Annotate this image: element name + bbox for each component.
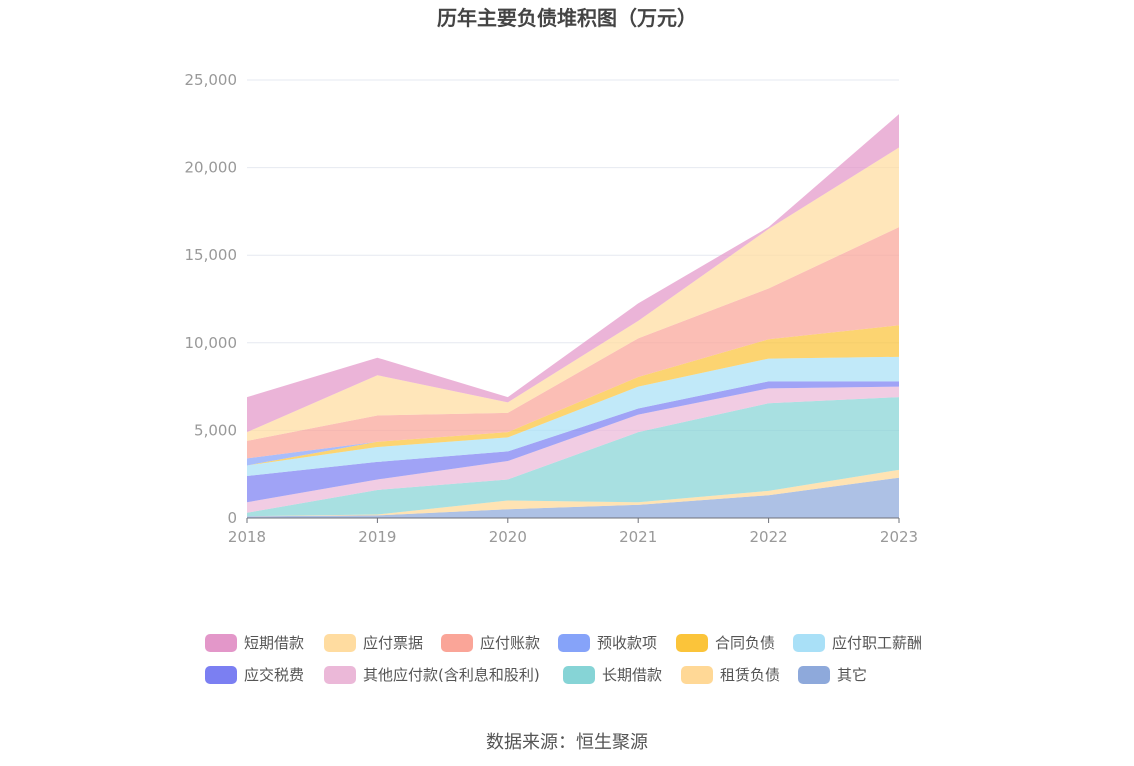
legend-item[interactable]: 预收款项 [558,634,657,652]
legend-item[interactable]: 应付票据 [324,634,423,652]
legend-item[interactable]: 应付账款 [441,634,540,652]
grid-lines: 0 5,000 10,000 15,000 20,000 25,000 [185,71,899,527]
axes: 2018 2019 2020 2021 2022 2023 [228,517,918,546]
legend-label: 合同负债 [715,634,775,652]
chart-title: 历年主要负债堆积图（万元） [437,6,697,30]
legend-swatch [676,634,708,652]
legend-item[interactable]: 应付职工薪酬 [793,634,922,652]
area-应付职工薪酬 [247,356,899,476]
y-tick-label: 0 [227,509,237,527]
area-其它 [247,477,899,518]
legend-label: 租赁负债 [720,666,780,684]
source-note: 数据来源：恒生聚源 [486,732,648,753]
area-预收款项 [247,325,899,466]
legend-label: 应付账款 [480,634,540,652]
legend-label: 应付票据 [363,634,423,652]
legend-label: 其它 [837,666,867,684]
area-series [247,114,899,518]
area-短期借款 [247,114,899,433]
legend-swatch [324,634,356,652]
x-tick-label: 2021 [619,528,657,546]
legend-swatch [558,634,590,652]
legend-swatch [205,634,237,652]
area-长期借款 [247,397,899,517]
y-tick-label: 25,000 [185,71,238,89]
area-应付账款 [247,227,899,459]
area-应付票据 [247,147,899,441]
legend-swatch [681,666,713,684]
y-tick-label: 20,000 [185,159,238,177]
x-tick-label: 2020 [489,528,527,546]
legend-swatch [798,666,830,684]
x-tick-label: 2022 [750,528,788,546]
legend-swatch [793,634,825,652]
y-tick-label: 15,000 [185,246,238,264]
legend-item[interactable]: 其它 [798,666,867,684]
area-合同负债 [247,325,899,466]
legend-label: 其他应付款(含利息和股利) [363,666,540,684]
x-tick-label: 2019 [358,528,396,546]
area-应交税费 [247,381,899,503]
legend-swatch [205,666,237,684]
legend-swatch [324,666,356,684]
y-tick-label: 5,000 [194,421,237,439]
legend-item[interactable]: 应交税费 [205,666,304,684]
legend-label: 短期借款 [244,634,304,652]
area-租赁负债 [247,469,899,517]
x-tick-label: 2023 [880,528,918,546]
legend-item[interactable]: 合同负债 [676,634,775,652]
legend-label: 长期借款 [602,666,662,684]
legend-item[interactable]: 租赁负债 [681,666,780,684]
legend-label: 应交税费 [244,666,304,684]
legend-label: 应付职工薪酬 [832,634,922,652]
legend-item[interactable]: 长期借款 [563,666,662,684]
legend-item[interactable]: 其他应付款(含利息和股利) [324,666,540,684]
y-tick-label: 10,000 [185,334,238,352]
legend-label: 预收款项 [597,634,657,652]
legend-swatch [441,634,473,652]
x-tick-label: 2018 [228,528,266,546]
legend-item[interactable]: 短期借款 [205,634,304,652]
legend-swatch [563,666,595,684]
area-其他应付款(含利息和股利) [247,386,899,513]
